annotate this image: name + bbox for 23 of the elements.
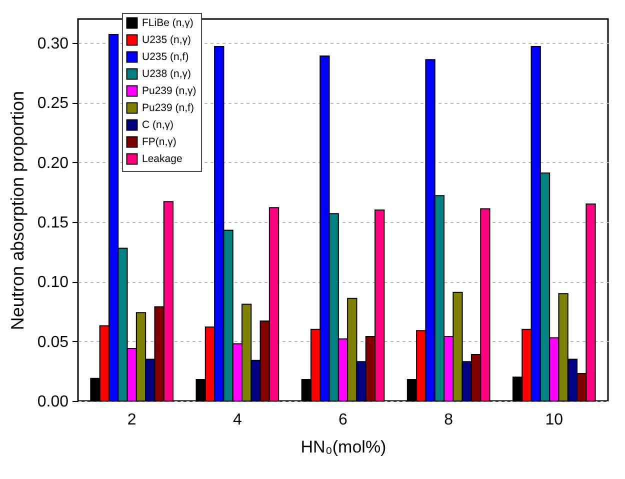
- x-tick-label: 6: [338, 412, 348, 428]
- x-tick-label: 10: [545, 412, 564, 428]
- y-tick-label: 0.25: [37, 95, 69, 112]
- x-tick-label: 8: [444, 412, 454, 428]
- y-tick-label: 0.05: [37, 334, 69, 351]
- legend-label: C (n,γ): [142, 119, 174, 131]
- legend-label: FLiBe (n,γ): [142, 17, 194, 29]
- x-tick-label: 4: [232, 412, 242, 428]
- legend-label: U235 (n,f): [142, 51, 189, 63]
- x-axis-title: HN₀(mol%): [300, 438, 386, 456]
- legend-label: Pu239 (n,f): [142, 102, 194, 114]
- y-tick-label: 0.15: [37, 214, 69, 232]
- y-tick-label: 0.20: [37, 154, 69, 172]
- y-tick-label: 0.00: [37, 394, 69, 410]
- legend-label: U235 (n,γ): [142, 34, 192, 46]
- legend-label: FP(n,γ): [142, 136, 176, 148]
- x-tick-label: 2: [127, 412, 136, 428]
- legend-label: Leakage: [142, 153, 182, 165]
- legend-label: U238 (n,γ): [142, 68, 192, 80]
- y-tick-label: 0.30: [37, 35, 69, 52]
- y-axis-title: Neutron absorption proportion: [7, 90, 28, 330]
- legend-label: Pu239 (n,γ): [142, 85, 196, 97]
- y-tick-label: 0.10: [37, 274, 69, 292]
